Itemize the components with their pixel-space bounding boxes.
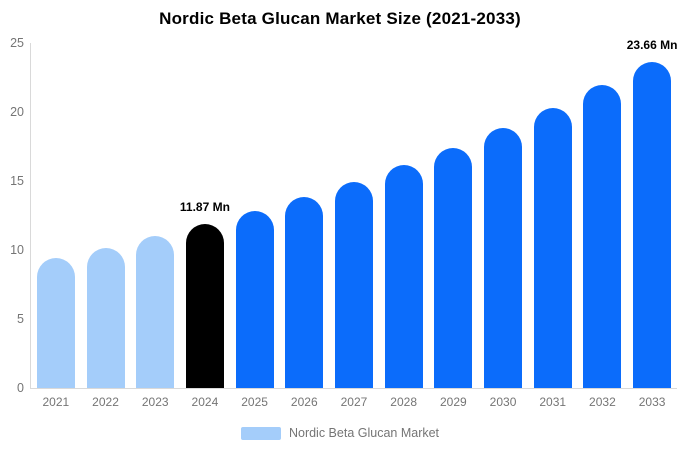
bar-slot-2022: 2022 [81, 43, 130, 409]
bar-slot-2033: 23.66 Mn 2033 [627, 38, 678, 410]
y-tick-label: 5 [17, 312, 24, 326]
legend-label: Nordic Beta Glucan Market [288, 426, 440, 440]
x-tick-label-2032: 2032 [589, 395, 616, 409]
x-tick-label-2029: 2029 [439, 395, 467, 409]
bar-slot-2031: 2031 [528, 43, 577, 409]
value-label-2024: 11.87 Mn [179, 200, 230, 215]
bar-slot-2025: 2025 [230, 43, 279, 409]
bar-2028[interactable] [384, 165, 423, 388]
bar-slot-2024: 11.87 Mn 2024 [179, 43, 230, 409]
x-tick-label-2022: 2022 [92, 395, 119, 409]
bar-slot-2026: 2026 [280, 43, 329, 409]
value-label-2033: 23.66 Mn [626, 37, 678, 52]
bar-2030[interactable] [484, 128, 523, 388]
x-tick-label-2027: 2027 [340, 395, 368, 409]
bar-slot-2027: 2027 [329, 43, 378, 409]
bar-2022[interactable] [86, 247, 125, 388]
y-tick-label: 0 [17, 381, 24, 395]
bar-2023[interactable] [136, 236, 175, 388]
bar-slot-2029: 2029 [429, 43, 478, 409]
bar-group: 2021 2022 2023 11.87 Mn 2024 2025 2026 2027 2028… [31, 38, 678, 410]
bar-2031[interactable] [533, 107, 572, 388]
chart-title: Nordic Beta Glucan Market Size (2021-203… [159, 9, 521, 28]
y-tick-label: 25 [10, 36, 24, 50]
x-tick-label-2021: 2021 [42, 395, 70, 409]
bar-slot-2030: 2030 [479, 43, 528, 409]
y-tick-label: 10 [10, 243, 24, 257]
x-tick-label-2030: 2030 [489, 395, 517, 409]
bar-slot-2028: 2028 [379, 43, 428, 409]
x-tick-label-2023: 2023 [141, 395, 169, 409]
bar-slot-2032: 2032 [578, 43, 627, 409]
bar-2032[interactable] [583, 85, 622, 388]
bar-2021[interactable] [36, 257, 75, 388]
legend[interactable]: Nordic Beta Glucan Market [0, 426, 680, 440]
legend-swatch [240, 426, 281, 440]
x-tick-label-2031: 2031 [539, 395, 567, 409]
x-tick-label-2026: 2026 [290, 395, 318, 409]
bar-slot-2021: 2021 [31, 43, 80, 409]
x-tick-label-2025: 2025 [241, 395, 268, 409]
bar-2029[interactable] [434, 147, 473, 388]
x-tick-label-2033: 2033 [638, 395, 666, 409]
bar-2024[interactable] [185, 224, 224, 388]
bar-2025[interactable] [235, 211, 274, 388]
bar-2026[interactable] [285, 197, 324, 388]
x-tick-label-2028: 2028 [390, 395, 417, 409]
bar-2033[interactable] [633, 61, 672, 388]
bar-2027[interactable] [334, 181, 373, 388]
y-tick-label: 15 [10, 174, 24, 188]
x-tick-label-2024: 2024 [191, 395, 219, 409]
bar-slot-2023: 2023 [131, 43, 180, 409]
y-tick-label: 20 [10, 105, 24, 119]
plot-area: 2021 2022 2023 11.87 Mn 2024 2025 2026 2027 2028… [30, 38, 678, 410]
